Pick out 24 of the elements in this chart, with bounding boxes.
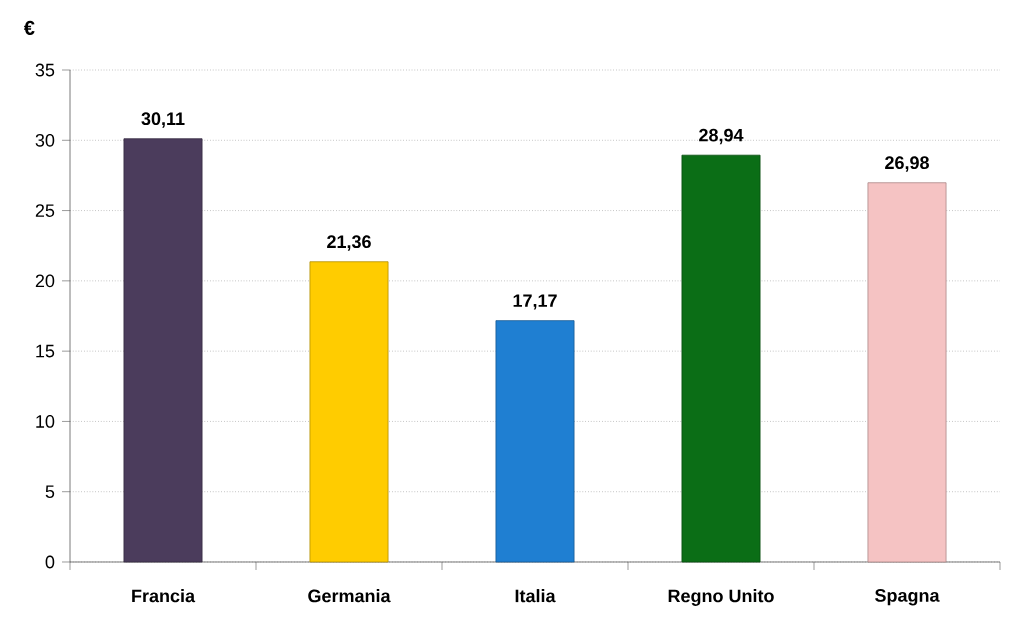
y-axis-title: € xyxy=(23,20,35,35)
y-tick-label: 5 xyxy=(45,485,55,499)
x-tick-label: Spagna xyxy=(875,589,940,606)
x-tick-label: Italia xyxy=(515,589,556,603)
x-tick-label: Francia xyxy=(132,589,196,603)
x-tick-label: Regno Unito xyxy=(668,589,774,606)
bar xyxy=(123,138,203,563)
y-tick-label: 15 xyxy=(36,344,55,358)
y-tick-label: 10 xyxy=(36,415,55,428)
data-label: 26,98 xyxy=(885,156,929,172)
y-tick-label: 30 xyxy=(35,133,55,147)
y-tick-label: 35 xyxy=(35,63,55,77)
y-tick-label: 20 xyxy=(35,274,55,288)
bar xyxy=(495,320,575,563)
y-tick-label: 25 xyxy=(35,204,55,217)
y-tick-label: 0 xyxy=(45,555,55,569)
data-label: 28,94 xyxy=(699,128,744,145)
data-label: 21,36 xyxy=(327,235,371,251)
bar xyxy=(681,154,761,563)
data-label: 17,17 xyxy=(513,294,557,310)
bar xyxy=(309,261,389,563)
bar xyxy=(867,182,947,563)
x-tick-label: Germania xyxy=(308,589,391,603)
data-label: 30,11 xyxy=(141,112,185,128)
